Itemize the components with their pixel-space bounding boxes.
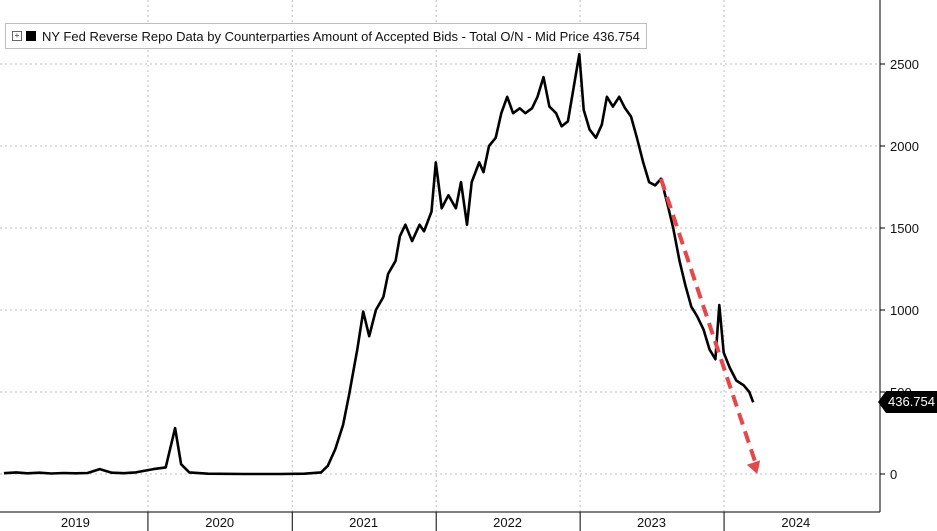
y-tick-label: 2000 [890, 139, 919, 154]
trend-arrow-head [746, 460, 761, 474]
y-tick-label: 0 [890, 467, 897, 482]
chart-legend[interactable]: + NY Fed Reverse Repo Data by Counterpar… [5, 23, 647, 49]
x-axis: 2019 2020 2021 2022 2023 2024 [0, 511, 880, 531]
y-tick-label: 2500 [890, 57, 919, 72]
series-polyline [3, 52, 755, 476]
x-tick-label: 2019 [61, 515, 90, 530]
y-axis: 05001000150020002500 [879, 0, 919, 512]
y-tick-label: 1500 [890, 221, 919, 236]
trend-arrow-shaft [659, 178, 760, 469]
trend-arrow [659, 178, 761, 474]
x-tick-label: 2022 [493, 515, 522, 530]
y-tick-label: 1000 [890, 303, 919, 318]
legend-swatch [26, 31, 36, 41]
legend-label: NY Fed Reverse Repo Data by Counterparti… [42, 28, 640, 44]
series-line [3, 52, 755, 476]
expand-icon[interactable]: + [12, 31, 22, 41]
x-tick-label: 2024 [781, 515, 810, 530]
x-tick-label: 2023 [637, 515, 666, 530]
x-tick-label: 2021 [349, 515, 378, 530]
x-tick-label: 2020 [205, 515, 234, 530]
last-price-tag: 436.754 [878, 391, 937, 413]
grid-lines [0, 0, 880, 512]
